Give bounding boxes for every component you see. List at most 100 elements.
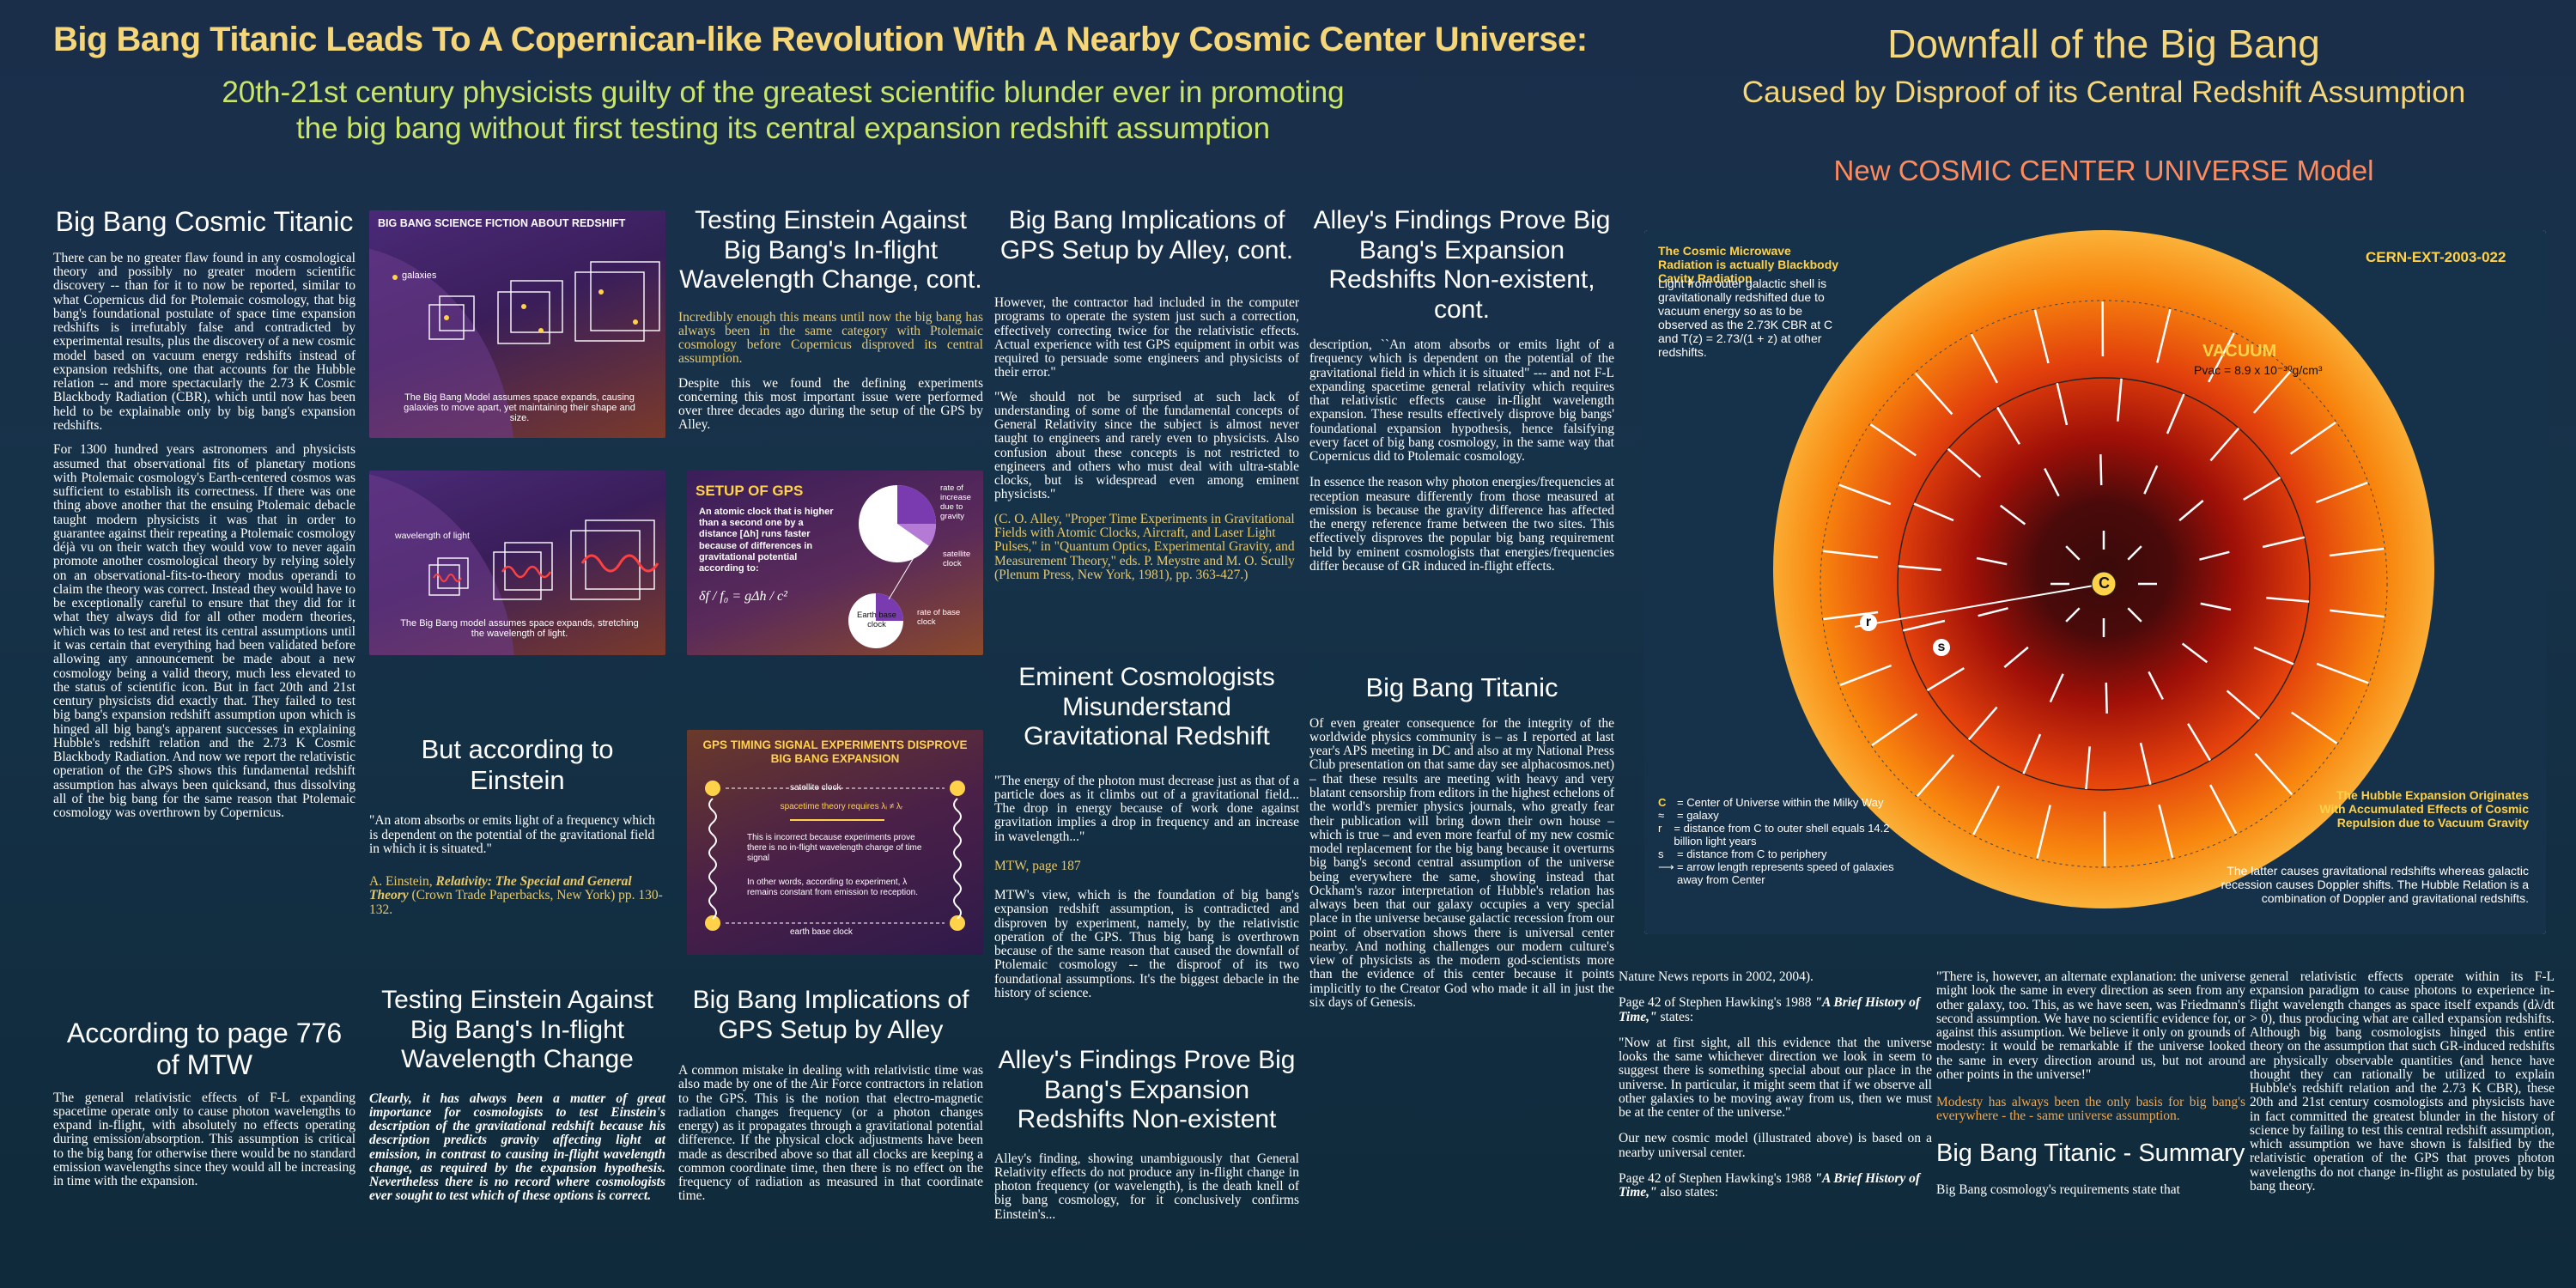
hawking-ref-2: Page 42 of Stephen Hawking's 1988 "A Bri… <box>1619 1170 1921 1200</box>
galaxy-arrow <box>2065 545 2081 561</box>
bottom-c1-p1: Nature News reports in 2002, 2004). <box>1619 969 1814 984</box>
r-label: r <box>1860 614 1877 631</box>
sig-waves <box>705 781 965 931</box>
galaxy-arrow <box>1947 447 1982 478</box>
galaxy-arrow <box>1999 504 2026 526</box>
col5-p3: Of even greater consequence for the inte… <box>1309 715 1614 1010</box>
col4-p4: MTW's view, which is the foundation of b… <box>994 888 1299 1000</box>
galaxy-arrow <box>1967 706 1998 741</box>
col1-title: Big Bang Cosmic Titanic <box>55 206 354 237</box>
legend-item: ≈ = galaxy <box>1658 808 1719 822</box>
hawking-ref-1: Page 42 of Stephen Hawking's 1988 "A Bri… <box>1619 995 1921 1024</box>
galaxy-arrow <box>2178 500 2204 522</box>
galaxy-arrow <box>1823 550 1878 559</box>
galaxy-arrow <box>1978 607 2008 617</box>
legend-item: ⟶ = arrow length represents speed of gala… <box>1658 860 1894 886</box>
sig-title: GPS TIMING SIGNAL EXPERIMENTS DISPROVE B… <box>702 738 968 765</box>
mtw-citation: MTW, page 187 <box>994 858 1081 873</box>
galaxy-arrow <box>1823 611 1879 621</box>
galaxy-arrow <box>2036 805 2051 860</box>
galaxy-arrow <box>1913 502 1954 522</box>
col3-p1: Incredibly enough this means until now t… <box>678 309 983 367</box>
galaxy-arrow <box>2209 427 2240 462</box>
col4-cite: (C. O. Alley, "Proper Time Experiments i… <box>994 511 1295 582</box>
sig-earth: earth base clock <box>790 927 853 937</box>
col5-title3: Alley's Findings Prove Big Bang's Expans… <box>998 1046 1296 1133</box>
galaxy-arrow <box>1916 754 1955 797</box>
galaxy-arrow <box>1869 423 1917 457</box>
galaxy-arrow <box>1970 333 1998 384</box>
galaxy-arrow <box>2148 671 2164 700</box>
galaxy-arrow <box>2143 465 2159 495</box>
einstein-citation: A. Einstein, Relativity: The Special and… <box>369 874 663 917</box>
legend-item: r = distance from C to outer shell equals… <box>1658 821 1890 848</box>
legend-item: s = distance from C to periphery <box>1658 847 1827 860</box>
col4-p2: "We should not be surprised at such lack… <box>994 389 1299 502</box>
summary-body: general relativistic effects operate wit… <box>2250 969 2555 1194</box>
galaxy-arrow <box>2254 752 2293 796</box>
galaxy-arrow <box>2252 371 2292 414</box>
slide1-title: BIG BANG SCIENCE FICTION ABOUT REDSHIFT <box>378 217 626 229</box>
col5-p1: description, ``An atom absorbs or emits … <box>1309 337 1614 465</box>
center-label: C <box>2099 574 2110 592</box>
galaxy-arrow <box>2187 723 2211 762</box>
right-title: Downfall of the Big Bang <box>1887 21 2320 66</box>
galaxy-arrow <box>2127 607 2142 623</box>
col1-p1: There can be no greater flaw found in an… <box>53 250 355 433</box>
slide-setup-of-gps: SETUP OF GPS An atomic clock that is hig… <box>687 471 983 655</box>
galaxy-arrow <box>2127 545 2142 561</box>
galaxy-arrow <box>1926 667 1965 691</box>
galaxy-arrow <box>2209 784 2238 835</box>
summary-title: Big Bang Titanic - Summary <box>1936 1139 2245 1167</box>
galaxy-arrow <box>2266 597 2310 603</box>
gps-rate2: rate of base clock <box>917 608 961 627</box>
col5-title: Alley's Findings Prove Big Bang's Expans… <box>1313 206 1611 324</box>
galaxy-arrow <box>2208 332 2235 383</box>
galaxy-arrow <box>1914 372 1953 416</box>
s-label: s <box>1933 639 1950 656</box>
galaxy-arrow <box>2156 308 2172 363</box>
galaxy-arrow <box>2330 609 2385 618</box>
gps-sat: satellite clock <box>943 550 971 568</box>
col1-p2: For 1300 hundred years astronomers and p… <box>53 442 355 821</box>
col4-p1: However, the contractor had included in … <box>994 295 1299 380</box>
galaxy-arrow <box>2226 690 2261 720</box>
galaxy-arrow <box>2200 602 2232 611</box>
hawking-quote-1: "Now at first sight, all this evidence t… <box>1619 1035 1932 1121</box>
galaxy-arrow <box>1996 406 2020 445</box>
slide2-caption: The Big Bang model assumes space expands… <box>400 618 639 639</box>
col1-p3: The general relativistic effects of F-L … <box>53 1090 355 1189</box>
col5-title2: Big Bang Titanic <box>1365 672 1558 702</box>
main-title: Big Bang Titanic Leads To A Copernican-l… <box>53 21 1588 58</box>
galaxy-arrow <box>1898 565 1941 571</box>
legend-item: C = Center of Universe within the Milky W… <box>1658 796 1884 809</box>
galaxy-arrow <box>2033 309 2050 364</box>
cosmic-diagram: C r s The Cosmic Microwave Radiation is … <box>1644 230 2546 934</box>
col3-p3: Clearly, it has always been a matter of … <box>369 1091 665 1204</box>
gps-title: SETUP OF GPS <box>696 483 804 499</box>
hubble-title: The Hubble Expansion Originates With Acc… <box>2319 788 2529 830</box>
galaxy-arrow <box>2085 746 2091 790</box>
col3-title2: Testing Einstein Against Big Bang's In-f… <box>381 986 653 1073</box>
galaxy-arrow <box>2065 607 2081 623</box>
slide-gps-timing: GPS TIMING SIGNAL EXPERIMENTS DISPROVE B… <box>687 730 983 955</box>
diagram-legend: C = Center of Universe within the Milky W… <box>1658 796 1907 887</box>
model-title: New COSMIC CENTER UNIVERSE Model <box>1833 155 2374 186</box>
galaxy-arrow <box>2243 477 2281 501</box>
galaxy-arrow <box>1902 619 1946 632</box>
col4-p3: "The energy of the photon must decrease … <box>994 773 1299 844</box>
einstein-quote: "An atom absorbs or emits light of a fre… <box>369 813 656 856</box>
galaxy-arrow <box>2262 536 2306 549</box>
slide-wavelength-stretch: wavelength of light The Big Bang model a… <box>369 471 665 655</box>
gps-formula: δf / f₀ = gΔh / c² <box>699 589 787 604</box>
galaxy-arrow <box>2289 421 2336 455</box>
col1-title2: According to page 776 of MTW <box>66 1018 343 1080</box>
galaxy-arrow <box>2199 550 2230 561</box>
cmb-text: Light from outer galactic shell is gravi… <box>1658 276 1833 360</box>
galaxy-arrow <box>1838 483 1892 506</box>
galaxy-arrow <box>2049 673 2064 703</box>
bottom-c1-p3: Our new cosmic model (illustrated above)… <box>1619 1131 1932 1160</box>
summary-intro: Big Bang cosmology's requirements state … <box>1936 1182 2180 1197</box>
galaxy-arrow <box>2291 711 2338 744</box>
modesty-note: Modesty has always been the only basis f… <box>1936 1095 2245 1124</box>
